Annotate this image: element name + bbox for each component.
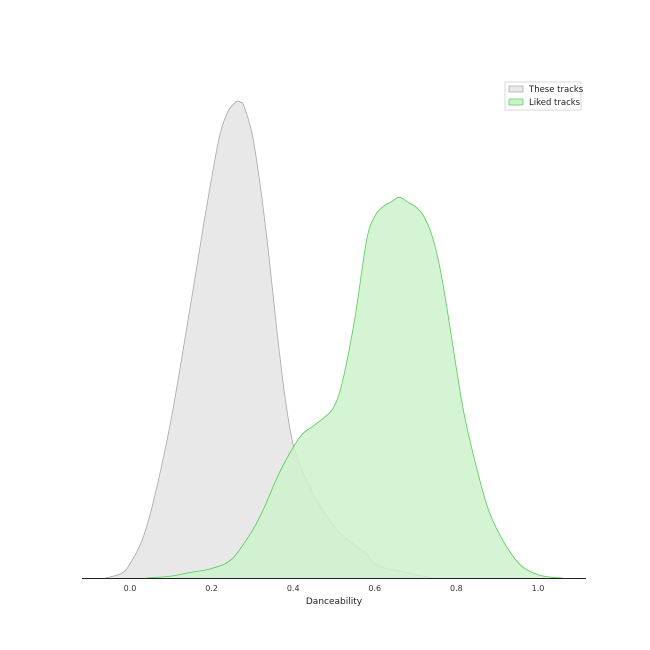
x-tick-label: 1.0 <box>532 584 545 593</box>
legend-label-these-tracks: These tracks <box>528 85 584 95</box>
x-tick-label: 0.2 <box>205 584 218 593</box>
legend-swatch-liked-tracks <box>508 98 524 106</box>
x-tick-label: 0.4 <box>287 584 300 593</box>
legend-swatch-these-tracks <box>508 85 524 93</box>
x-tick-label: 0.0 <box>124 584 137 593</box>
density-line-liked-tracks <box>146 196 563 579</box>
x-tick-label: 0.6 <box>368 584 381 593</box>
density-area-liked-tracks <box>146 197 563 578</box>
x-axis-label: Danceability <box>306 597 363 607</box>
legend-label-liked-tracks: Liked tracks <box>529 98 581 108</box>
x-axis-ticks: 0.0 0.2 0.4 0.6 0.8 1.0 <box>124 584 545 593</box>
legend: These tracks Liked tracks <box>504 81 584 111</box>
plot-area <box>105 100 563 579</box>
density-area-these-tracks <box>105 101 432 578</box>
x-tick-label: 0.8 <box>450 584 463 593</box>
